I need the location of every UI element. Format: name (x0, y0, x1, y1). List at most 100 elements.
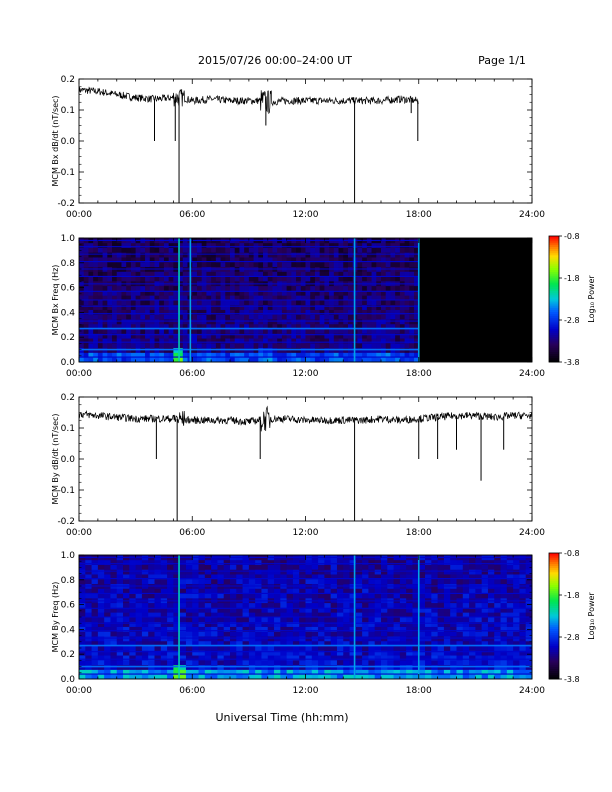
spectrogram-cell (425, 607, 432, 613)
spectrogram-cell (215, 333, 221, 339)
spectrogram-cell (456, 602, 464, 608)
spectrogram-cell (406, 645, 413, 651)
spectrogram-cell (223, 621, 231, 627)
spectrogram-cell (368, 640, 376, 647)
spectrogram-cell (324, 333, 330, 339)
spectrogram-cell (148, 621, 155, 627)
spectrogram-cell (79, 314, 85, 320)
spectrogram-cell (291, 295, 297, 301)
spectrogram-cell (500, 631, 508, 637)
colorbar-segment (549, 324, 559, 327)
spectrogram-cell (412, 631, 420, 637)
spectrogram-cell (343, 333, 349, 339)
spectrogram-cell (286, 242, 292, 248)
spectrogram-cell (215, 300, 221, 306)
spectrogram-cell (277, 252, 283, 258)
spectrogram-cell (248, 659, 256, 666)
spectrogram-cell (93, 261, 99, 268)
spectrogram-cell (211, 257, 217, 263)
spectrogram-cell (204, 631, 212, 637)
spectrogram-cell (267, 636, 275, 642)
spectrogram-cell (123, 669, 130, 675)
spectrogram-cell (292, 559, 300, 565)
spectrogram-cell (223, 626, 231, 632)
colorbar-segment (549, 599, 559, 602)
colorbar-segment (549, 315, 559, 319)
spectrogram-cell (475, 617, 483, 623)
spectrogram-cell (88, 304, 94, 310)
spectrogram-cell (196, 247, 203, 253)
spectrogram-cell (267, 574, 275, 580)
spectrogram-cell (211, 574, 218, 580)
spectrogram-cell (336, 674, 344, 680)
spectrogram-cell (168, 328, 174, 334)
spectrogram-cell (178, 328, 184, 334)
spectrogram-cell (299, 669, 306, 675)
spectrogram-cell (159, 276, 165, 282)
spectrogram-cell (121, 242, 127, 248)
colorbar-segment (549, 242, 559, 245)
spectrogram-cell (217, 574, 225, 580)
spectrogram-cell (450, 650, 457, 656)
spectrogram-cell (211, 338, 217, 344)
spectrogram-cell (330, 602, 338, 608)
spectrogram-cell (198, 650, 206, 656)
spectrogram-cell (456, 569, 464, 575)
spectrogram-cell (242, 640, 250, 647)
spectrogram-cell (425, 640, 432, 647)
spectrogram-cell (347, 261, 354, 268)
spectrogram-cell (366, 338, 372, 344)
spectrogram-cell (141, 564, 149, 570)
spectrogram-cell (182, 319, 188, 325)
spectrogram-cell (329, 338, 335, 344)
spectrogram-cell (376, 247, 382, 253)
spectrogram-cell (149, 352, 155, 358)
spectrogram-cell (88, 290, 94, 296)
spectrogram-cell (168, 242, 174, 248)
spectrogram-cell (204, 612, 212, 618)
spectrogram-cell (267, 290, 273, 296)
spectrogram-cell (211, 319, 217, 325)
spectrogram-cell (412, 588, 420, 594)
spectrogram-cell (314, 314, 321, 320)
spectrogram-cell (242, 569, 250, 575)
spectrogram-cell (347, 304, 354, 310)
spectrogram-cell (362, 328, 368, 334)
spectrogram-cell (141, 626, 149, 632)
spectrogram-cell (338, 314, 344, 320)
spectrogram-cell (412, 593, 420, 599)
spectrogram-cell (311, 636, 319, 642)
spectrogram-cell (130, 338, 137, 344)
spectrogram-cell (300, 319, 306, 325)
spectrogram-cell (135, 257, 141, 263)
spectrogram-cell (406, 650, 413, 656)
spectrogram-cell (220, 257, 226, 263)
spectrogram-cell (167, 588, 174, 594)
spectrogram-cell (494, 593, 501, 599)
spectrogram-cell (145, 276, 151, 282)
spectrogram-cell (443, 674, 451, 680)
spectrogram-cell (217, 617, 225, 623)
spectrogram-cell (206, 338, 212, 344)
spectrogram-cell (116, 319, 122, 325)
spectrogram-cell (506, 645, 514, 651)
spectrogram-cell (291, 300, 297, 306)
spectrogram-cell (371, 247, 377, 253)
spectrogram-cell (418, 559, 426, 565)
spectrogram-cell (286, 338, 292, 344)
colorbar-segment (549, 353, 559, 357)
spectrogram-cell (366, 342, 372, 349)
spectrogram-cell (274, 640, 281, 647)
spectrogram-cell (357, 342, 363, 349)
spectrogram-cell (381, 242, 387, 248)
colorbar-segment (549, 278, 559, 281)
spectrogram-cell (248, 607, 256, 613)
spectrogram-cell (149, 290, 155, 296)
spectrogram-cell (450, 631, 457, 637)
spectrogram-cell (220, 242, 226, 248)
spectrogram-cell (173, 319, 179, 325)
spectrogram-cell (178, 271, 184, 277)
spectrogram-cell (255, 602, 262, 608)
spectrogram-cell (192, 261, 198, 268)
spectrogram-cell (376, 338, 382, 344)
